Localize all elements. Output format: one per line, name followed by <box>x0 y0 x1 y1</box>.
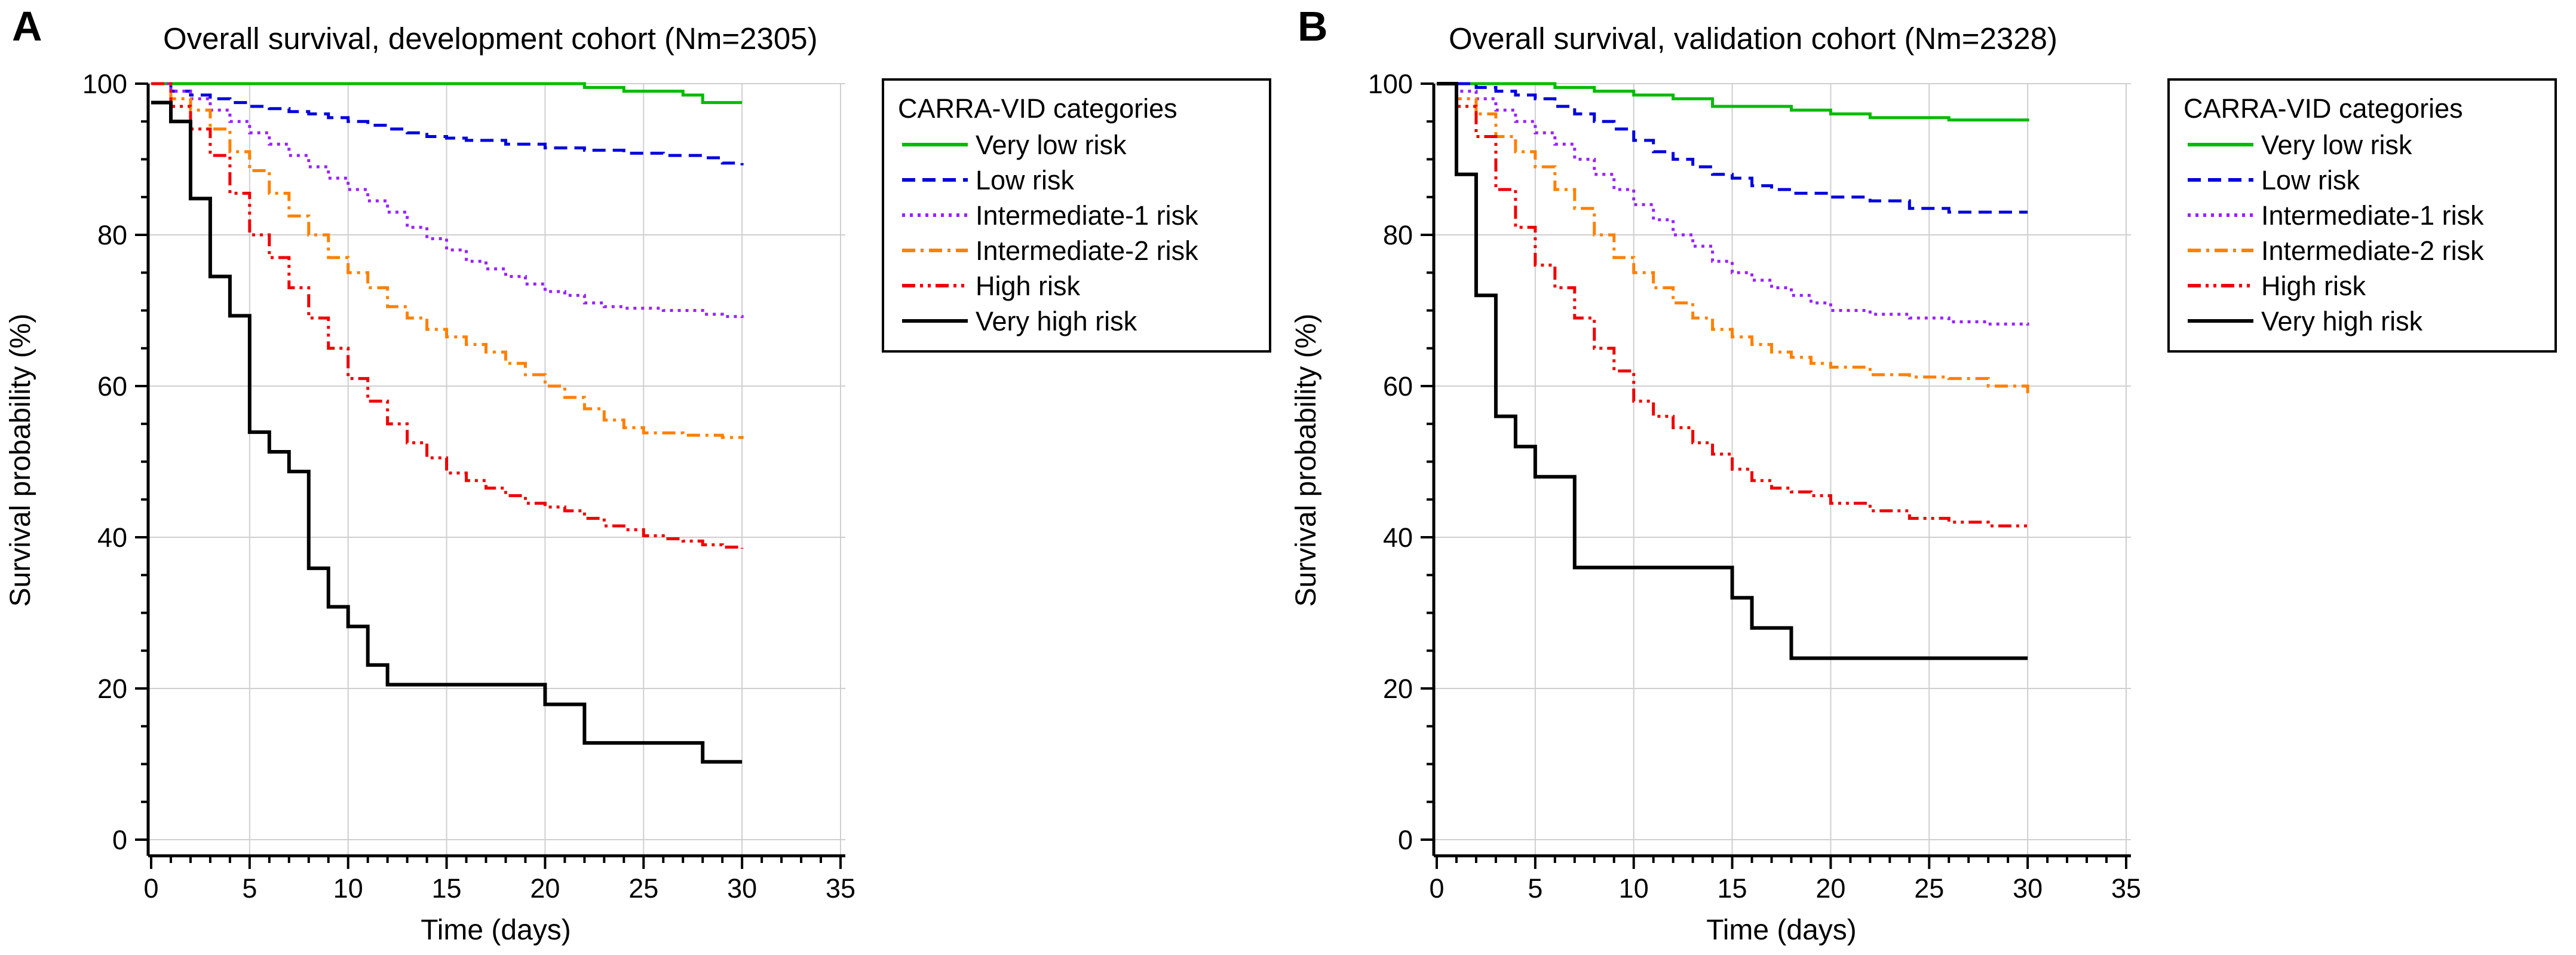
panel-b-y-tick-label: 0 <box>1398 825 1413 855</box>
panel-a-legend-box <box>882 78 1271 353</box>
panel-a-x-tick-label: 0 <box>143 873 158 904</box>
panel-a-x-tick-label: 30 <box>727 873 757 904</box>
panel-b-legend-label: Low risk <box>2261 165 2360 195</box>
panel-a-legend-label: Intermediate-1 risk <box>976 200 1198 231</box>
panel-b-series-intermediate-1-risk <box>1437 82 2029 326</box>
panel-a-x-tick-label: 10 <box>333 873 363 904</box>
panel-b-y-tick-label: 60 <box>1383 371 1413 402</box>
panel-a-x-tick-label: 25 <box>628 873 658 904</box>
panel-a-legend-label: Very low risk <box>976 130 1127 160</box>
panel-a-legend-label: High risk <box>976 271 1081 301</box>
panel-b-legend-title: CARRA-VID categories <box>2184 93 2463 124</box>
panel-a-letter: A <box>12 3 42 50</box>
panel-a-plot-area: 0 5 10 15 20 25 30 35 0 20 40 60 80 100 <box>82 69 855 904</box>
panel-b-x-tick-label: 10 <box>1619 873 1649 904</box>
panel-b-series-low-risk <box>1437 82 2028 214</box>
panel-b-plot-area: 0 5 10 15 20 25 30 35 0 20 40 60 80 100 <box>1368 69 2141 904</box>
panel-a-legend-title: CARRA-VID categories <box>898 93 1177 124</box>
panel-a: A Overall survival, development cohort (… <box>5 3 1271 946</box>
panel-a-y-tick-label: 0 <box>112 825 127 855</box>
panel-b-series-very-low-risk <box>1437 82 2029 122</box>
panel-a-y-tick-label: 80 <box>97 220 127 250</box>
panel-b-x-tick-label: 20 <box>1816 873 1845 904</box>
panel-b-legend-entries: Very low risk Low risk Intermediate-1 risk… <box>2188 130 2484 336</box>
panel-a-x-tick-label: 35 <box>826 873 855 904</box>
panel-a-series-high-risk <box>151 82 744 549</box>
panel-a-y-tick-label: 100 <box>82 69 127 99</box>
panel-b-legend-label: Very low risk <box>2261 130 2412 160</box>
panel-b-y-tick-label: 40 <box>1383 522 1413 553</box>
panel-b-x-tick-label: 25 <box>1914 873 1944 904</box>
panel-b-y-tick-label: 20 <box>1383 674 1413 704</box>
panel-b: B Overall survival, validation cohort (N… <box>1290 3 2557 946</box>
panel-a-legend-label: Intermediate-2 risk <box>976 235 1198 266</box>
panel-a-legend-label: Very high risk <box>976 306 1137 336</box>
panel-b-x-axis-label: Time (days) <box>1706 914 1857 946</box>
panel-a-series-intermediate-2-risk <box>151 82 744 439</box>
panel-a-series-very-high-risk <box>151 100 743 764</box>
panel-a-y-tick-label: 60 <box>97 371 127 402</box>
panel-b-y-axis-label: Survival probability (%) <box>1290 314 1322 607</box>
panel-a-x-tick-label: 20 <box>530 873 560 904</box>
panel-b-title: Overall survival, validation cohort (Nm=… <box>1449 22 2057 56</box>
panel-b-series-intermediate-2-risk <box>1437 82 2029 394</box>
panel-a-legend-label: Low risk <box>976 165 1075 195</box>
panel-a-y-axis-label: Survival probability (%) <box>5 314 36 607</box>
panel-a-y-tick-label: 20 <box>97 674 127 704</box>
panel-b-y-tick-label: 100 <box>1368 69 1413 99</box>
panel-b-y-tick-label: 80 <box>1383 220 1413 250</box>
panel-b-legend-label: Intermediate-2 risk <box>2261 235 2484 266</box>
panel-a-title: Overall survival, development cohort (Nm… <box>163 22 818 56</box>
panel-b-legend: CARRA-VID categories Very low risk Low ri… <box>2167 78 2557 353</box>
panel-a-legend-entries: Very low risk Low risk Intermediate-1 risk… <box>902 130 1198 336</box>
panel-a-x-tick-label: 15 <box>432 873 462 904</box>
panel-b-x-tick-label: 5 <box>1528 873 1542 904</box>
panel-b-series-high-risk <box>1437 82 2029 530</box>
panel-b-letter: B <box>1298 3 1328 50</box>
panel-a-x-tick-label: 5 <box>242 873 257 904</box>
panel-b-legend-label: High risk <box>2261 271 2366 301</box>
panel-b-x-tick-label: 35 <box>2111 873 2141 904</box>
panel-a-x-axis-label: Time (days) <box>421 914 571 946</box>
panel-b-x-tick-label: 30 <box>2013 873 2043 904</box>
panel-a-series-very-low-risk <box>151 82 743 105</box>
panel-a-series-intermediate-1-risk <box>151 82 744 319</box>
panel-a-legend: CARRA-VID categories Very low risk Low ri… <box>882 78 1271 353</box>
panel-b-x-tick-label: 0 <box>1429 873 1444 904</box>
panel-a-y-tick-label: 40 <box>97 522 127 553</box>
panel-b-legend-label: Intermediate-1 risk <box>2261 200 2484 231</box>
panel-b-legend-label: Very high risk <box>2261 306 2423 336</box>
panel-b-x-tick-label: 15 <box>1718 873 1747 904</box>
panel-b-series-very-high-risk <box>1437 82 2028 660</box>
panel-b-legend-box <box>2167 78 2557 353</box>
